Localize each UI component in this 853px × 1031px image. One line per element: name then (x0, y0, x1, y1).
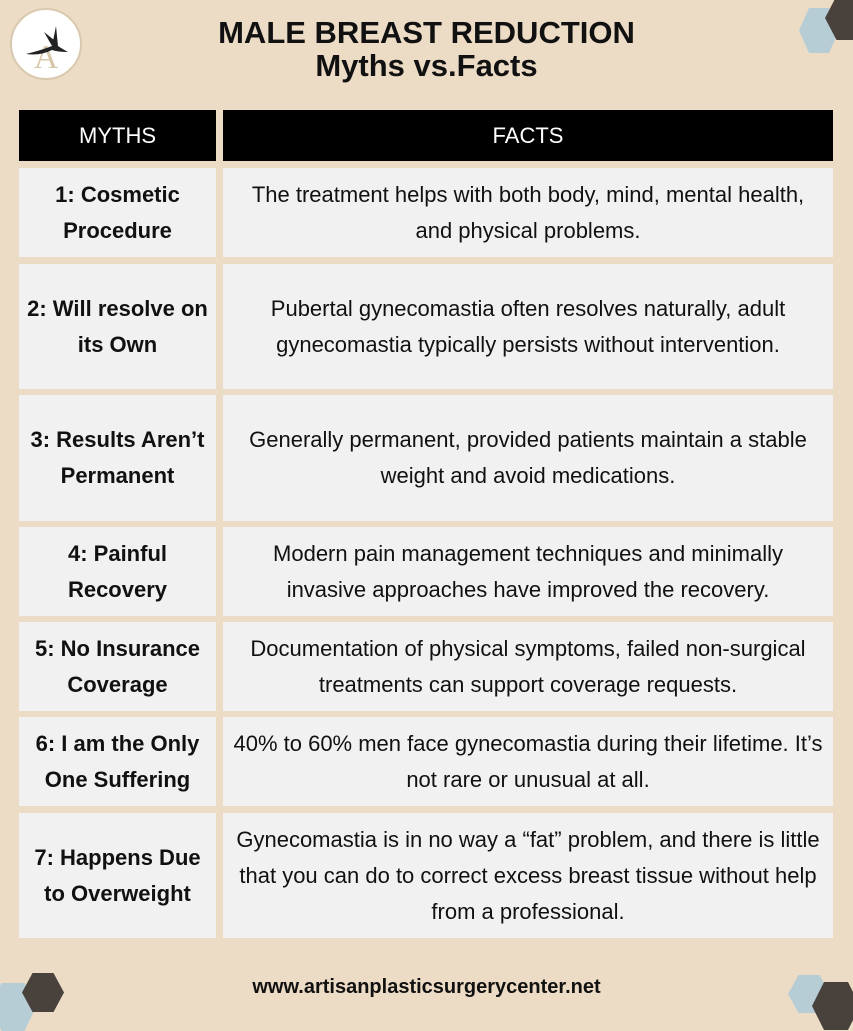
title-line-2: Myths vs.Facts (315, 48, 538, 83)
fact-cell: Generally permanent, provided patients m… (223, 395, 833, 521)
myth-cell: 4: Painful Recovery (19, 527, 216, 616)
website-url: www.artisanplasticsurgerycenter.net (252, 976, 601, 998)
page-title: MALE BREAST REDUCTION Myths vs.Facts (0, 16, 853, 82)
bird-icon: A (26, 26, 68, 76)
fact-cell: Modern pain management techniques and mi… (223, 527, 833, 616)
fact-cell: Documentation of physical symptoms, fail… (223, 622, 833, 711)
hexagon-decoration (22, 973, 64, 1012)
myth-cell: 1: Cosmetic Procedure (19, 168, 216, 257)
fact-cell: The treatment helps with both body, mind… (223, 168, 833, 257)
title-line-1: MALE BREAST REDUCTION (218, 15, 635, 50)
header-facts: FACTS (223, 110, 833, 161)
fact-cell: 40% to 60% men face gynecomastia during … (223, 717, 833, 806)
fact-cell: Pubertal gynecomastia often resolves nat… (223, 264, 833, 389)
myth-cell: 6: I am the Only One Suffering (19, 717, 216, 806)
myth-cell: 2: Will resolve on its Own (19, 264, 216, 389)
fact-cell: Gynecomastia is in no way a “fat” proble… (223, 813, 833, 938)
myth-cell: 3: Results Aren’t Permanent (19, 395, 216, 521)
header-myths: MYTHS (19, 110, 216, 161)
myth-cell: 5: No Insurance Coverage (19, 622, 216, 711)
logo: A (10, 8, 82, 80)
myth-cell: 7: Happens Due to Overweight (19, 813, 216, 938)
